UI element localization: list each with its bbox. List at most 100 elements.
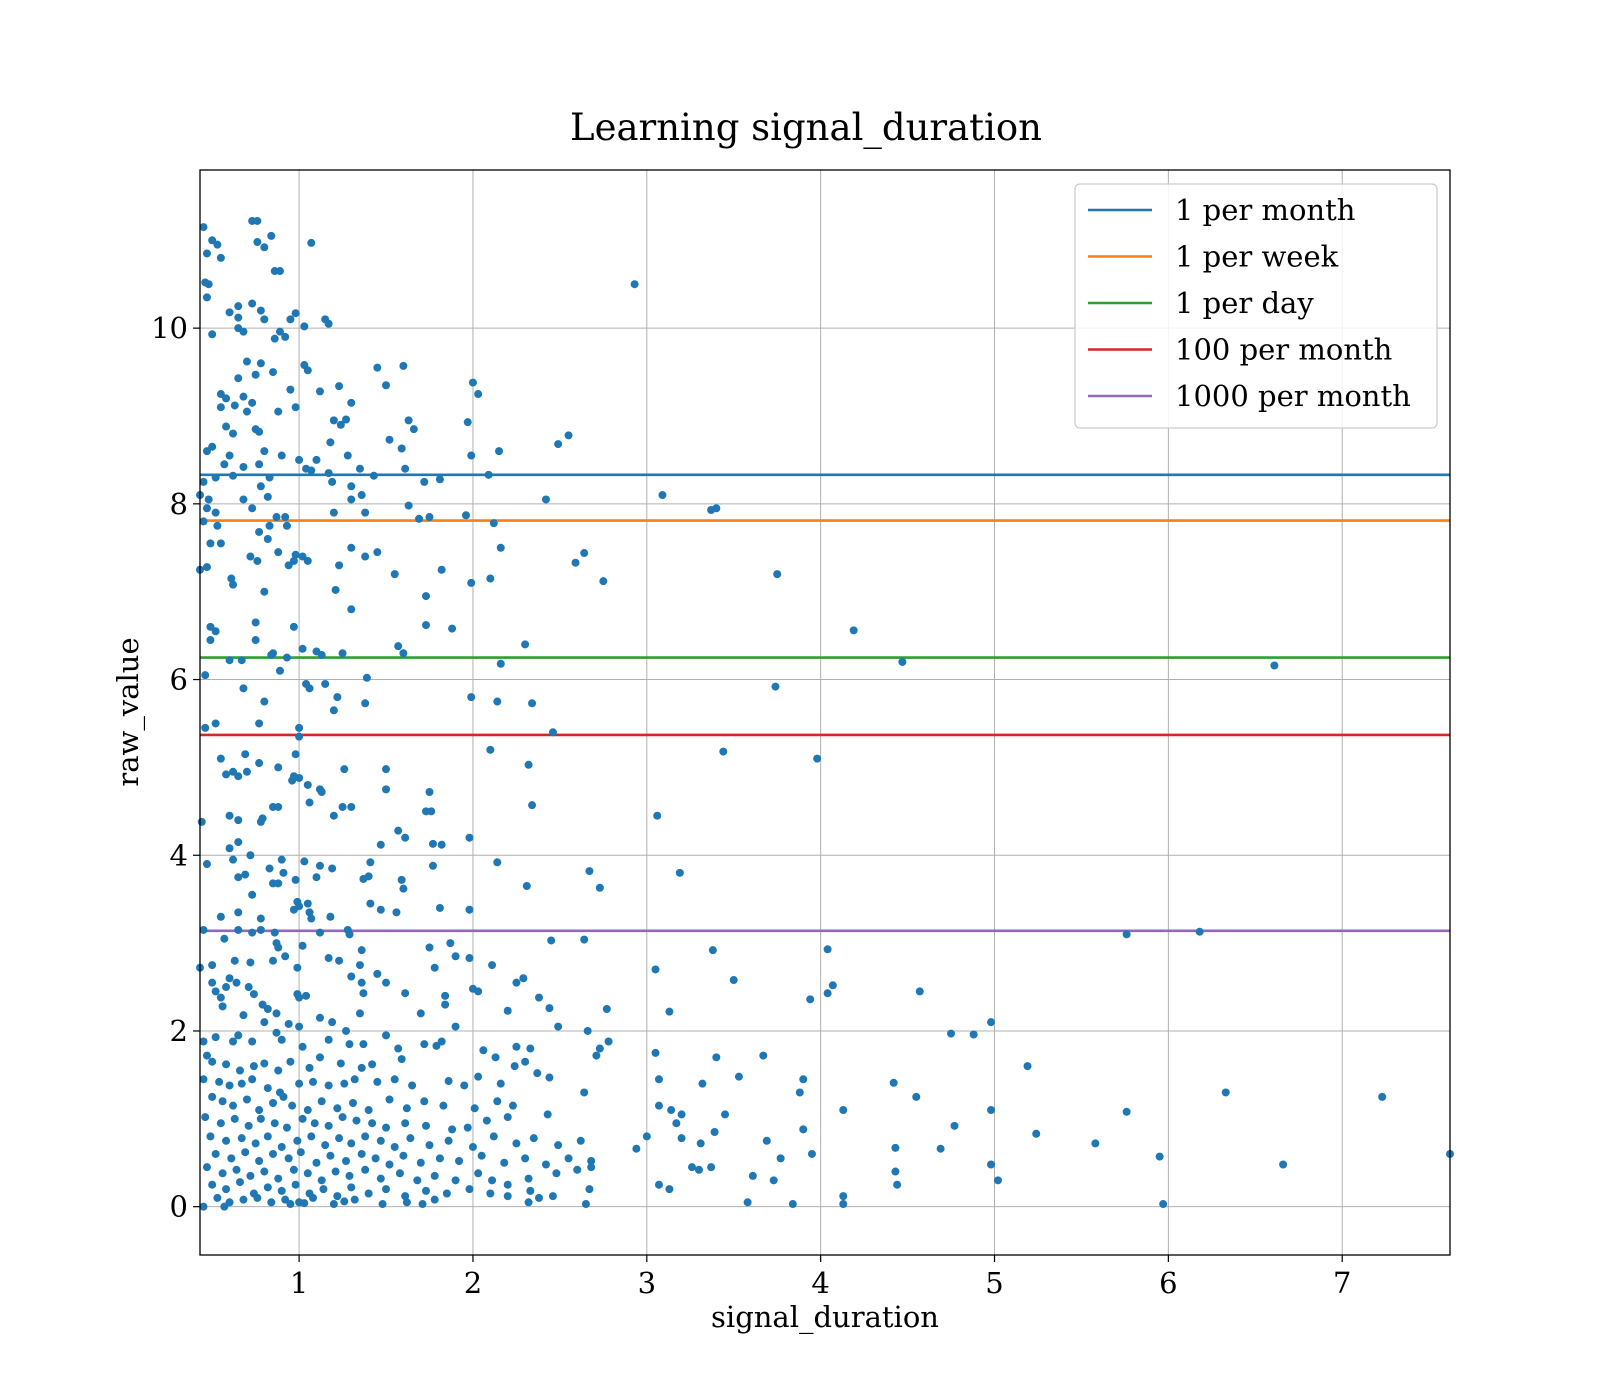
scatter-point	[275, 267, 284, 276]
scatter-point	[204, 495, 213, 504]
scatter-point	[352, 1116, 361, 1125]
scatter-point	[402, 1104, 411, 1113]
y-tick-label: 0	[170, 1190, 188, 1224]
scatter-point	[284, 1019, 293, 1028]
scatter-point	[987, 1160, 996, 1169]
scatter-point	[246, 958, 255, 967]
scatter-point	[324, 469, 333, 478]
scatter-point	[355, 1009, 364, 1018]
scatter-point	[202, 1163, 211, 1172]
scatter-point	[340, 765, 349, 774]
scatter-point	[222, 394, 231, 403]
scatter-point	[246, 851, 255, 860]
scatter-point	[335, 561, 344, 570]
scatter-point	[430, 963, 439, 972]
scatter-point	[206, 622, 215, 631]
scatter-point	[225, 656, 234, 665]
scatter-point	[468, 378, 477, 387]
scatter-point	[269, 956, 278, 965]
scatter-point	[329, 1200, 338, 1209]
scatter-point	[303, 780, 312, 789]
scatter-point	[587, 1156, 596, 1165]
scatter-point	[712, 504, 721, 513]
scatter-point	[222, 1185, 231, 1194]
scatter-point	[225, 308, 234, 317]
scatter-point	[376, 905, 385, 914]
scatter-point	[543, 1110, 552, 1119]
scatter-point	[263, 492, 272, 501]
scatter-point	[258, 1000, 267, 1009]
scatter-point	[651, 1048, 660, 1057]
scatter-point	[269, 649, 278, 658]
scatter-point	[348, 1099, 357, 1108]
y-tick-label: 4	[170, 838, 188, 872]
scatter-point	[234, 873, 243, 882]
scatter-point	[642, 1132, 651, 1141]
scatter-point	[237, 656, 246, 665]
x-tick-label: 5	[985, 1266, 1003, 1300]
scatter-point	[688, 1163, 697, 1172]
scatter-point	[554, 440, 563, 449]
scatter-point	[277, 855, 286, 864]
scatter-point	[823, 945, 832, 954]
scatter-point	[307, 238, 316, 247]
scatter-point	[284, 1154, 293, 1163]
scatter-point	[491, 1053, 500, 1062]
scatter-point	[392, 908, 401, 917]
scatter-point	[418, 1200, 427, 1209]
scatter-point	[585, 1185, 594, 1194]
scatter-point	[839, 1106, 848, 1115]
scatter-point	[288, 1101, 297, 1110]
scatter-point	[342, 415, 351, 424]
scatter-point	[335, 382, 344, 391]
scatter-point	[545, 1004, 554, 1013]
scatter-point	[300, 857, 309, 866]
scatter-point	[315, 1053, 324, 1062]
scatter-point	[277, 451, 286, 460]
scatter-point	[512, 978, 521, 987]
scatter-point	[420, 1040, 429, 1049]
scatter-point	[340, 1197, 349, 1206]
scatter-point	[545, 1073, 554, 1082]
scatter-point	[246, 1171, 255, 1180]
scatter-point	[286, 385, 295, 394]
scatter-point	[382, 765, 391, 774]
scatter-point	[298, 552, 307, 561]
scatter-point	[208, 1092, 217, 1101]
scatter-point	[1378, 1092, 1387, 1101]
scatter-point	[255, 460, 264, 469]
scatter-point	[208, 236, 217, 245]
scatter-point	[503, 1113, 512, 1122]
scatter-point	[315, 928, 324, 937]
scatter-point	[229, 855, 238, 864]
scatter-point	[343, 451, 352, 460]
scatter-point	[581, 1200, 590, 1209]
scatter-point	[255, 427, 264, 436]
scatter-point	[413, 1176, 422, 1185]
scatter-point	[712, 1053, 721, 1062]
scatter-point	[524, 760, 533, 769]
scatter-point	[799, 1125, 808, 1134]
scatter-point	[359, 1040, 368, 1049]
scatter-point	[402, 1198, 411, 1207]
scatter-point	[425, 1141, 434, 1150]
scatter-point	[422, 1121, 431, 1130]
scatter-point	[813, 754, 822, 763]
scatter-point	[444, 1136, 453, 1145]
scatter-point	[260, 243, 269, 252]
scatter-point	[312, 873, 321, 882]
scatter-point	[345, 1040, 354, 1049]
scatter-point	[404, 501, 413, 510]
scatter-point	[342, 1156, 351, 1165]
scatter-point	[493, 1097, 502, 1106]
scatter-point	[401, 989, 410, 998]
scatter-point	[576, 1136, 585, 1145]
scatter-point	[206, 539, 215, 548]
scatter-point	[345, 930, 354, 939]
scatter-point	[329, 508, 338, 517]
scatter-point	[437, 840, 446, 849]
scatter-point	[552, 1169, 561, 1178]
scatter-point	[1122, 1107, 1131, 1116]
scatter-point	[748, 1171, 757, 1180]
scatter-point	[950, 1121, 959, 1130]
